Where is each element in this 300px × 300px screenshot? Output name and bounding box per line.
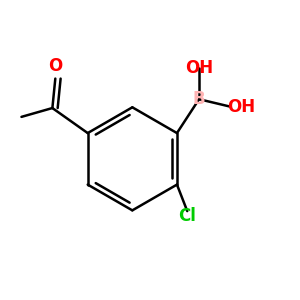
Text: OH: OH [227, 98, 255, 116]
Text: Cl: Cl [178, 206, 196, 224]
Text: B: B [193, 90, 206, 108]
Text: OH: OH [185, 59, 213, 77]
Text: O: O [48, 57, 62, 75]
